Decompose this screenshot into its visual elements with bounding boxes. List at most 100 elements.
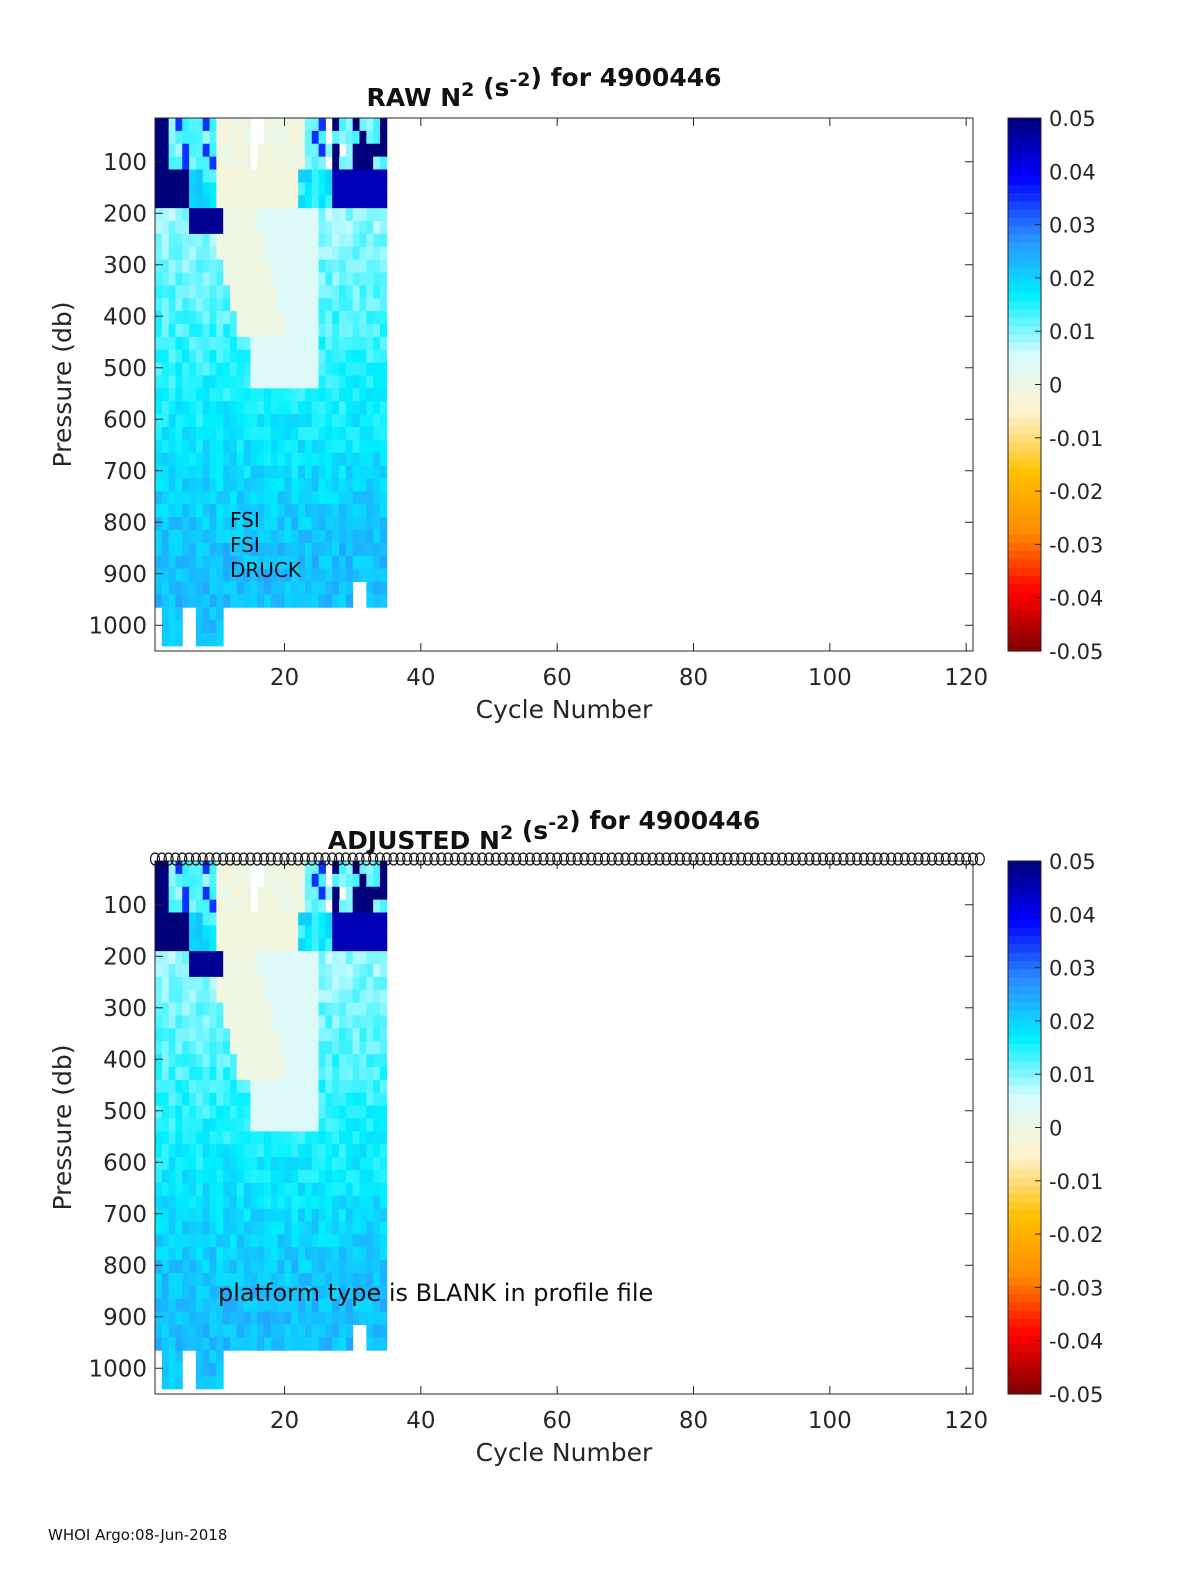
- heatmap-cell: [250, 285, 258, 299]
- heatmap-cell: [366, 925, 374, 939]
- heatmap-cell: [325, 1157, 333, 1171]
- heatmap-cell: [161, 414, 170, 428]
- colorbar-band: [1008, 1252, 1041, 1262]
- heatmap-cell: [223, 233, 231, 248]
- heatmap-cell: [270, 1041, 279, 1055]
- heatmap-cell: [284, 1105, 292, 1119]
- heatmap-cell: [209, 349, 217, 364]
- heatmap-cell: [359, 1195, 367, 1210]
- heatmap-cell: [168, 925, 176, 939]
- colorbar-tick-label: 0.03: [1049, 957, 1096, 981]
- heatmap-cell: [264, 285, 272, 299]
- heatmap-cell: [243, 886, 251, 901]
- heatmap-cell: [366, 311, 374, 325]
- heatmap-cell: [195, 285, 204, 299]
- heatmap-cell: [195, 963, 204, 978]
- heatmap-cell: [345, 1015, 354, 1029]
- heatmap-cell: [264, 963, 272, 978]
- heatmap-cell: [168, 401, 176, 415]
- heatmap-cell: [229, 1144, 238, 1158]
- heatmap-cell: [216, 1298, 224, 1313]
- profile-marker: [524, 852, 536, 866]
- heatmap-cell: [182, 452, 190, 467]
- heatmap-cell: [161, 246, 170, 261]
- heatmap-cell: [168, 555, 176, 570]
- heatmap-cell: [318, 259, 326, 273]
- heatmap-cell: [195, 1363, 204, 1377]
- heatmap-cell: [298, 426, 306, 441]
- heatmap-cell: [257, 1041, 265, 1055]
- heatmap-cell: [161, 491, 170, 505]
- heatmap-cell: [277, 220, 286, 235]
- heatmap-cell: [175, 246, 183, 261]
- profile-marker: [313, 852, 324, 866]
- heatmap-cell: [318, 118, 326, 132]
- heatmap-cell: [352, 1221, 360, 1235]
- colorbar-band: [1008, 251, 1041, 261]
- heatmap-cell: [175, 1105, 183, 1119]
- heatmap-cell: [168, 1337, 176, 1351]
- heatmap-cell: [161, 1272, 170, 1287]
- heatmap-cell: [339, 323, 347, 338]
- heatmap-cell: [366, 1002, 374, 1016]
- heatmap-cell: [161, 938, 170, 952]
- colorbar-band: [1008, 1019, 1041, 1029]
- heatmap-cell: [332, 1272, 340, 1287]
- heatmap-cell: [175, 517, 183, 531]
- heatmap-cell: [345, 439, 354, 454]
- heatmap-cell: [359, 362, 367, 376]
- heatmap-cell: [345, 362, 354, 376]
- heatmap-cell: [209, 1066, 217, 1081]
- heatmap-cell: [366, 388, 374, 402]
- heatmap-cell: [325, 349, 333, 364]
- heatmap-cell: [202, 1118, 211, 1132]
- heatmap-cell: [236, 861, 245, 875]
- heatmap-cell: [155, 439, 163, 454]
- heatmap-cell: [270, 246, 279, 261]
- heatmap-cell: [155, 504, 163, 518]
- colorbar-band: [1008, 542, 1041, 552]
- heatmap-cell: [345, 1298, 354, 1313]
- heatmap-cell: [216, 861, 224, 875]
- heatmap-cell: [189, 873, 197, 888]
- axes-frame: [154, 117, 974, 652]
- heatmap-cell: [304, 1092, 313, 1107]
- heatmap-cell: [339, 156, 347, 170]
- heatmap-cell: [223, 912, 231, 926]
- heatmap-cell: [216, 259, 224, 273]
- heatmap-cell: [339, 529, 347, 544]
- profile-marker: [361, 852, 372, 866]
- heatmap-cell: [155, 1234, 163, 1248]
- heatmap-cell: [216, 195, 224, 209]
- heatmap-cell: [359, 504, 367, 518]
- heatmap-cell: [304, 362, 313, 376]
- heatmap-cell: [202, 426, 211, 441]
- heatmap-cell: [345, 517, 354, 531]
- heatmap-cell: [325, 169, 333, 183]
- colorbar-band: [1008, 1385, 1041, 1395]
- heatmap-cell: [339, 912, 347, 926]
- heatmap-cell: [223, 208, 231, 222]
- heatmap-cell: [209, 298, 217, 312]
- heatmap-cell: [291, 504, 299, 518]
- heatmap-cell: [277, 208, 286, 222]
- heatmap-cell: [311, 259, 320, 273]
- heatmap-cell: [339, 1131, 347, 1145]
- heatmap-cell: [304, 568, 313, 582]
- heatmap-cell: [352, 323, 360, 338]
- heatmap-cell: [277, 517, 286, 531]
- profile-marker: [763, 852, 774, 866]
- heatmap-cell: [175, 1260, 183, 1274]
- heatmap-cell: [284, 362, 292, 376]
- heatmap-cell: [175, 143, 183, 158]
- heatmap-cell: [339, 1195, 347, 1210]
- heatmap-cell: [189, 1311, 197, 1325]
- heatmap-cell: [284, 1234, 292, 1248]
- heatmap-cell: [189, 1118, 197, 1132]
- heatmap-cell: [175, 259, 183, 273]
- heatmap-cell: [223, 414, 231, 428]
- heatmap-cell: [311, 478, 320, 492]
- heatmap-cell: [277, 1092, 286, 1107]
- heatmap-cell: [339, 491, 347, 505]
- heatmap-cell: [257, 388, 265, 402]
